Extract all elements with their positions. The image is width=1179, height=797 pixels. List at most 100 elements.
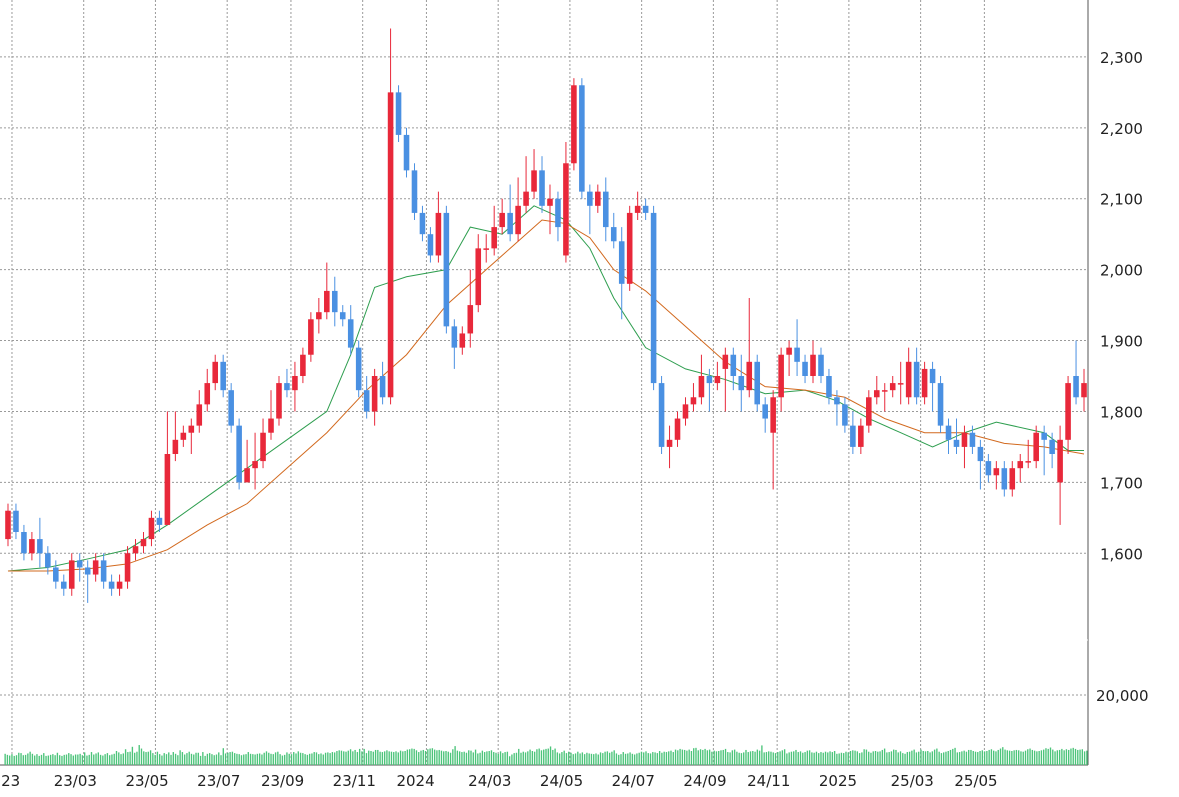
volume-bar	[899, 751, 902, 765]
volume-bar	[645, 751, 647, 765]
candle-body	[180, 432, 187, 440]
moving-average-long	[7, 219, 1085, 572]
candle-body	[244, 468, 250, 483]
volume-bar	[472, 752, 474, 765]
volume-bar	[963, 750, 965, 765]
volume-bar	[231, 751, 234, 765]
volume-bar	[1038, 751, 1040, 765]
volume-bar	[688, 749, 690, 765]
volume-bar	[249, 753, 252, 765]
volume-bar	[606, 751, 609, 765]
volume-bar	[502, 753, 504, 765]
y-tick-label: 1,800	[1100, 403, 1143, 421]
volume-bar	[811, 752, 813, 765]
volume-bar	[990, 749, 993, 765]
candle-body	[515, 205, 521, 235]
volume-bar	[170, 754, 172, 765]
volume-bar	[270, 753, 272, 765]
candle-body	[690, 397, 697, 405]
volume-bar	[513, 753, 515, 765]
candle-body	[1065, 383, 1071, 440]
volume-bar	[313, 752, 315, 765]
candle-body	[37, 539, 43, 554]
volume-bar	[293, 752, 295, 765]
volume-bar	[363, 748, 365, 765]
volume-bar	[893, 749, 895, 765]
candle-body	[1057, 439, 1063, 483]
volume-bar	[906, 752, 909, 765]
volume-bar	[295, 753, 297, 765]
volume-bar	[627, 753, 629, 765]
volume-bar	[1011, 751, 1013, 765]
volume-bar	[193, 754, 195, 765]
candle-body	[571, 85, 577, 164]
candle-body	[666, 439, 673, 447]
volume-tick-label: 20,000	[1096, 687, 1149, 705]
volume-bar	[374, 749, 377, 765]
volume-bar	[579, 753, 581, 765]
volume-bar	[211, 754, 213, 765]
y-tick-label: 2,100	[1100, 191, 1143, 209]
volume-bar	[849, 751, 852, 765]
candle-body	[13, 510, 19, 532]
volume-bar	[302, 753, 304, 765]
volume-bar	[329, 753, 331, 765]
volume-bar	[865, 749, 868, 765]
volume-bar	[79, 753, 81, 765]
candle-body	[268, 418, 274, 433]
volume-bar	[931, 751, 934, 765]
volume-bar	[445, 751, 447, 765]
candle-body	[427, 234, 434, 256]
volume-bar	[965, 751, 968, 765]
volume-bar	[390, 751, 393, 765]
volume-bar	[488, 751, 490, 765]
volume-bar	[679, 748, 681, 765]
volume-bar	[1058, 749, 1061, 765]
volume-bar	[243, 754, 245, 765]
volume-bar	[554, 748, 556, 765]
volume-bar	[83, 752, 86, 765]
volume-bar	[102, 755, 104, 765]
candle-body	[459, 333, 466, 348]
volume-bar	[322, 754, 324, 765]
volume-bar	[633, 754, 636, 765]
volume-bar	[406, 749, 409, 765]
volume-bar	[695, 747, 697, 765]
x-tick-label: 2025	[819, 772, 857, 790]
volume-bar	[572, 754, 574, 765]
volume-bar	[136, 751, 138, 765]
volume-bar	[465, 752, 468, 765]
volume-bar	[140, 748, 143, 765]
volume-bar	[1074, 748, 1077, 765]
candle-body	[324, 290, 330, 313]
volume-bar	[304, 754, 306, 765]
volume-bar	[527, 751, 529, 765]
volume-bar	[399, 750, 402, 765]
volume-bar	[652, 752, 654, 765]
volume-bar	[320, 753, 322, 765]
volume-bar	[418, 752, 420, 765]
volume-bar	[127, 752, 129, 765]
candle-body	[371, 376, 378, 412]
x-tick-label: 25/05	[954, 772, 997, 790]
volume-bar	[847, 752, 849, 765]
volume-bar	[352, 751, 354, 765]
volume-bar	[6, 754, 9, 765]
volume-bar	[156, 751, 159, 765]
volume-bar	[49, 754, 52, 765]
candle-body	[220, 361, 226, 391]
candle-body	[212, 361, 219, 384]
y-tick-label: 1,700	[1100, 474, 1143, 492]
volume-bar	[324, 752, 327, 765]
candle-body	[1001, 468, 1008, 490]
candle-body	[746, 361, 753, 391]
volume-bar	[118, 752, 120, 765]
candle-body	[897, 383, 904, 385]
volume-bar	[327, 752, 329, 765]
volume-bar	[199, 755, 202, 765]
volume-bar	[995, 751, 997, 765]
volume-bar	[574, 753, 577, 765]
volume-bar	[908, 751, 911, 765]
volume-bar	[738, 752, 740, 765]
